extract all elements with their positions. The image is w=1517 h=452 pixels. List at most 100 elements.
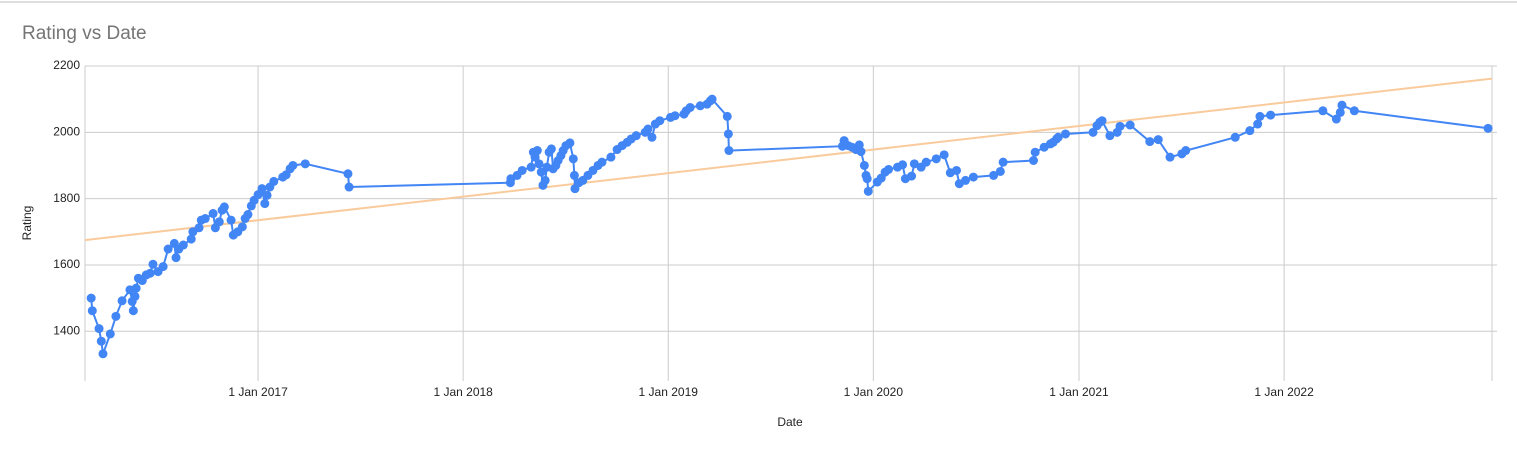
data-point xyxy=(995,166,1005,176)
data-point xyxy=(534,159,544,169)
data-point xyxy=(565,138,575,148)
data-point xyxy=(1245,126,1255,136)
data-point xyxy=(145,268,155,278)
x-tick-label: 1 Jan 2018 xyxy=(433,385,493,399)
y-tick-label: 1800 xyxy=(53,191,80,205)
data-point xyxy=(1061,129,1071,139)
data-point xyxy=(87,306,97,316)
data-point xyxy=(707,94,717,104)
data-point xyxy=(1088,127,1098,137)
data-point xyxy=(723,129,733,139)
data-point xyxy=(86,293,96,303)
data-point xyxy=(194,223,204,233)
x-axis-label: Date xyxy=(777,415,803,429)
data-point xyxy=(94,324,104,334)
data-point xyxy=(968,172,978,182)
data-point xyxy=(343,169,353,179)
data-point xyxy=(856,147,866,157)
data-point xyxy=(148,259,158,269)
x-tick-label: 1 Jan 2019 xyxy=(639,385,699,399)
data-point xyxy=(884,164,894,174)
data-point xyxy=(1335,107,1345,117)
data-point xyxy=(1230,132,1240,142)
data-point xyxy=(208,209,218,219)
data-point xyxy=(1145,137,1155,147)
data-point xyxy=(1255,111,1265,121)
data-point xyxy=(288,160,298,170)
data-point xyxy=(178,240,188,250)
data-point xyxy=(532,146,542,156)
data-point xyxy=(219,202,229,212)
data-point xyxy=(200,214,210,224)
data-point xyxy=(1028,156,1038,165)
data-point xyxy=(647,132,657,142)
data-point xyxy=(1337,100,1347,110)
data-point xyxy=(1053,132,1063,142)
y-tick-label: 1600 xyxy=(53,257,80,271)
data-point xyxy=(597,157,607,167)
data-point xyxy=(171,253,181,263)
data-point xyxy=(1349,106,1359,116)
data-point xyxy=(117,296,127,306)
data-point xyxy=(546,144,556,154)
data-point xyxy=(300,159,310,169)
data-point xyxy=(158,262,168,272)
data-point xyxy=(163,244,173,254)
data-point xyxy=(517,165,527,175)
data-point xyxy=(862,174,872,184)
x-tick-label: 1 Jan 2022 xyxy=(1254,385,1314,399)
data-point xyxy=(655,116,665,126)
data-point xyxy=(724,146,734,156)
data-point xyxy=(98,349,108,359)
x-tick-label: 1 Jan 2021 xyxy=(1049,385,1109,399)
data-point xyxy=(1097,116,1107,126)
data-point xyxy=(1030,147,1040,157)
data-point xyxy=(921,157,931,167)
data-point xyxy=(540,175,550,185)
data-point xyxy=(606,152,616,162)
data-point xyxy=(214,217,224,227)
data-point xyxy=(344,182,354,192)
data-point xyxy=(269,176,279,186)
data-point xyxy=(695,101,705,111)
data-point xyxy=(907,171,917,181)
data-point xyxy=(670,111,680,121)
y-tick-label: 1400 xyxy=(53,323,80,337)
data-point xyxy=(1181,146,1191,156)
data-point xyxy=(952,165,962,175)
data-point xyxy=(931,154,941,164)
data-point xyxy=(998,157,1008,167)
chart-title: Rating vs Date xyxy=(22,23,147,44)
data-point xyxy=(643,124,653,134)
x-tick-label: 1 Jan 2020 xyxy=(844,385,904,399)
data-point xyxy=(130,291,140,301)
data-point xyxy=(1165,152,1175,162)
data-point xyxy=(260,199,270,209)
data-point xyxy=(1483,123,1493,133)
data-point xyxy=(569,170,579,180)
data-point xyxy=(243,210,253,220)
data-point xyxy=(722,111,732,121)
data-point xyxy=(1253,119,1263,129)
data-point xyxy=(1105,131,1115,141)
data-point xyxy=(909,159,919,169)
plot-area: 1400 1600 1800 2000 2200 1 Jan 2017 1 Jan 2018… xyxy=(53,58,1497,399)
data-point xyxy=(105,329,115,339)
data-point xyxy=(939,150,949,160)
data-point xyxy=(226,215,236,225)
y-tick-label: 2000 xyxy=(53,124,80,138)
y-axis-label: Rating xyxy=(20,206,34,241)
data-point xyxy=(859,160,869,170)
data-point xyxy=(111,311,121,321)
data-point xyxy=(96,336,106,346)
data-point xyxy=(128,306,138,316)
data-point xyxy=(568,154,578,164)
data-point xyxy=(257,184,267,194)
data-point xyxy=(960,175,970,185)
data-point xyxy=(989,170,999,180)
data-point xyxy=(131,283,141,293)
data-point xyxy=(863,186,873,196)
data-point xyxy=(1331,114,1341,124)
data-point xyxy=(526,162,536,172)
